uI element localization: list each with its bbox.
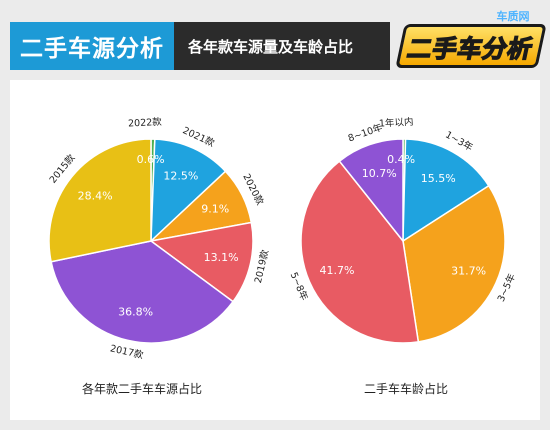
- logo-slogan: 二手车分析: [395, 24, 547, 68]
- pie-chart-1: 0.4%1年以内15.5%1~3年31.7%3~5年41.7%5~8年10.7%…: [288, 116, 518, 344]
- pie-value-label: 0.6%: [137, 153, 165, 166]
- pie-value-label: 36.8%: [118, 305, 153, 318]
- pie-slice: [300, 160, 420, 344]
- chart-caption-model-year: 各年款二手车车源占比: [81, 382, 202, 396]
- pie-category-label: 1年以内: [379, 116, 414, 130]
- pie-value-label: 9.1%: [201, 203, 229, 216]
- pie-value-label: 28.4%: [78, 190, 113, 203]
- pie-category-label: 2022款: [128, 116, 163, 130]
- page-subtitle: 各年款车源量及车龄占比: [174, 22, 390, 70]
- pie-slice: [150, 138, 227, 243]
- pie-value-label: 13.1%: [204, 251, 239, 264]
- pie-category-label: 2017款: [109, 342, 145, 361]
- pie-value-label: 12.5%: [163, 170, 198, 183]
- pie-value-label: 41.7%: [320, 264, 355, 277]
- pie-slice: [50, 240, 235, 344]
- pie-slice: [48, 138, 152, 263]
- pie-slice: [149, 221, 254, 303]
- pie-category-label: 8~10年: [346, 121, 384, 144]
- logo-site-name: 车质网: [496, 10, 530, 23]
- pie-value-label: 31.7%: [451, 265, 486, 278]
- page-title: 二手车源分析: [10, 22, 174, 70]
- pie-slice: [402, 138, 490, 243]
- pie-slice: [402, 184, 506, 343]
- header: 二手车源分析 各年款车源量及车龄占比 车质网 二手车分析: [0, 0, 550, 80]
- pie-category-label: 2019款: [252, 248, 271, 284]
- pie-value-label: 15.5%: [421, 172, 456, 185]
- pie-slice: [338, 138, 404, 244]
- pie-value-label: 10.7%: [362, 167, 397, 180]
- chart-panel: 0.6% 2022款 12.5% 2021款 9.1% 2020款 13.1% 2019款 36…: [10, 80, 540, 420]
- brand-logo: 车质网 二手车分析: [395, 4, 547, 76]
- chart-caption-vehicle-age: 二手车车龄占比: [363, 382, 448, 396]
- pie-value-label: 0.4%: [387, 153, 415, 166]
